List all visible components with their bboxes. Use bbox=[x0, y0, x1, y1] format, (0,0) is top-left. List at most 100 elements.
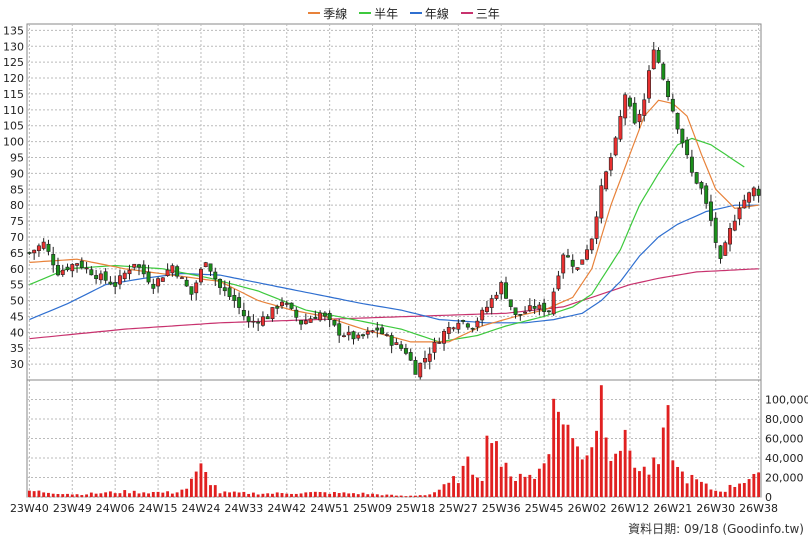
candle-body bbox=[208, 263, 213, 272]
candle-body bbox=[270, 307, 275, 320]
candle-body bbox=[699, 182, 704, 189]
volume-bar bbox=[352, 493, 355, 497]
volume-bar bbox=[271, 493, 274, 497]
candle-body bbox=[384, 334, 389, 336]
candle-body bbox=[98, 273, 103, 281]
data-date-footer: 資料日期: 09/18 (Goodinfo.tw) bbox=[628, 522, 804, 536]
candle-body bbox=[527, 305, 532, 311]
volume-bar bbox=[213, 485, 217, 497]
candle-body bbox=[580, 259, 585, 265]
volume-bar bbox=[499, 466, 503, 497]
volume-bar bbox=[633, 467, 637, 497]
price-tick-label: 80 bbox=[10, 199, 24, 212]
price-tick-label: 85 bbox=[10, 183, 24, 196]
price-tick-label: 55 bbox=[10, 279, 24, 292]
volume-bar bbox=[642, 466, 646, 497]
candle-body bbox=[494, 294, 499, 299]
candle-body bbox=[32, 249, 37, 254]
volume-bar bbox=[409, 495, 413, 497]
candle-body bbox=[89, 269, 94, 276]
legend-label: 半年 bbox=[374, 6, 399, 21]
volume-bar bbox=[485, 435, 489, 497]
candle-body bbox=[585, 249, 590, 260]
volume-bar bbox=[337, 493, 341, 497]
candle-body bbox=[403, 348, 408, 354]
candle-body bbox=[137, 264, 141, 268]
volume-bar bbox=[37, 490, 41, 497]
volume-bar bbox=[199, 463, 203, 497]
price-tick-label: 110 bbox=[3, 104, 24, 117]
volume-bar bbox=[690, 474, 694, 497]
volume-bar bbox=[47, 492, 50, 497]
volume-bar bbox=[447, 482, 451, 497]
candle-body bbox=[203, 262, 208, 268]
volume-bar bbox=[418, 495, 422, 497]
x-tick-label: 25W18 bbox=[396, 502, 435, 515]
candle-body bbox=[394, 342, 399, 345]
candle-body bbox=[437, 342, 442, 344]
candle-body bbox=[365, 331, 370, 335]
volume-bar bbox=[371, 493, 374, 497]
volume-bar bbox=[299, 493, 303, 497]
price-tick-label: 90 bbox=[10, 167, 24, 180]
ma-3y-line bbox=[29, 268, 759, 340]
candle-body bbox=[685, 139, 690, 156]
volume-bar bbox=[719, 491, 722, 497]
candle-body bbox=[351, 331, 356, 340]
volume-bar bbox=[747, 479, 751, 497]
candle-body bbox=[165, 269, 170, 276]
candle-body bbox=[599, 185, 604, 219]
axes: 30 35 40 45 50 55 60 65 70 75 80 85 90 95 100 105 110 115… bbox=[3, 24, 808, 515]
candle-body bbox=[575, 267, 580, 270]
price-tick-label: 30 bbox=[10, 358, 24, 371]
volume-bar bbox=[209, 485, 212, 497]
volume-bar bbox=[89, 492, 93, 497]
candle-body bbox=[508, 299, 513, 307]
volume-bar bbox=[533, 478, 537, 497]
candle-body bbox=[427, 353, 432, 362]
candle-body bbox=[75, 263, 80, 266]
volume-bar bbox=[614, 453, 618, 497]
volume-bar bbox=[147, 493, 150, 497]
candle-body bbox=[246, 316, 251, 322]
candle-body bbox=[570, 259, 575, 267]
legend-label: 季線 bbox=[323, 6, 348, 21]
volume-bar bbox=[232, 491, 236, 497]
volume-bar bbox=[313, 491, 317, 497]
candle-body bbox=[737, 207, 742, 220]
candle-body bbox=[694, 172, 699, 184]
volume-bar bbox=[433, 492, 436, 497]
volume-bar bbox=[223, 491, 227, 497]
candle-body bbox=[113, 282, 118, 287]
volume-bar bbox=[618, 450, 622, 497]
volume-bar bbox=[170, 493, 174, 497]
volume-bar bbox=[523, 476, 527, 497]
volume-bar bbox=[514, 480, 517, 497]
candle-body bbox=[70, 264, 75, 272]
volume-bar bbox=[452, 476, 456, 497]
volume-bar bbox=[628, 450, 632, 497]
candle-body bbox=[408, 352, 413, 361]
volume-bar bbox=[442, 484, 446, 497]
ma-year-line bbox=[29, 204, 759, 324]
candle-body bbox=[537, 304, 542, 310]
candle-body bbox=[756, 188, 761, 196]
volume-bar bbox=[604, 437, 608, 497]
volume-bar bbox=[137, 493, 141, 497]
volume-bar bbox=[733, 486, 737, 497]
candle-body bbox=[337, 323, 342, 336]
candle-body bbox=[194, 282, 199, 294]
volume-bar bbox=[742, 483, 746, 497]
candle-body bbox=[604, 171, 609, 190]
volume-bar bbox=[42, 492, 46, 497]
legend-item-ma-y: 年線 bbox=[409, 5, 449, 22]
volume-bar bbox=[752, 473, 756, 497]
volume-bar bbox=[480, 480, 484, 497]
volume-bar bbox=[266, 493, 270, 497]
volume-bar bbox=[66, 493, 69, 497]
volume-bar bbox=[118, 493, 122, 497]
legend-swatch bbox=[308, 12, 321, 14]
candle-body bbox=[484, 306, 489, 313]
candle-body bbox=[613, 137, 618, 156]
volume-bar bbox=[547, 454, 551, 497]
